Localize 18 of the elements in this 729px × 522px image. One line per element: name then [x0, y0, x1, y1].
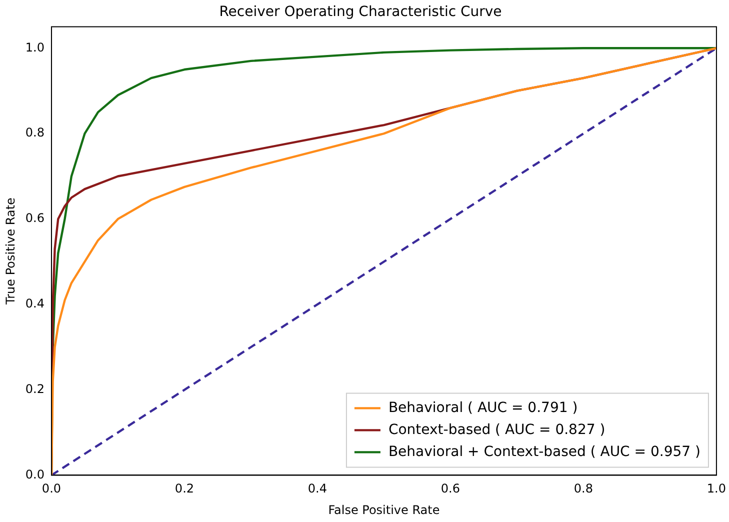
x-tick-label: 0.0 [42, 482, 62, 496]
x-tick-label: 0.4 [308, 482, 328, 496]
y-axis-title: True Positive Rate [3, 198, 18, 306]
x-tick-label: 1.0 [706, 482, 726, 496]
chart-title: Receiver Operating Characteristic Curve [219, 4, 502, 20]
x-tick-label: 0.2 [174, 482, 194, 496]
y-tick-label: 0.8 [25, 126, 44, 140]
y-tick-label: 1.0 [25, 40, 44, 54]
y-tick-label: 0.2 [25, 382, 44, 396]
x-tick-label: 0.6 [440, 482, 460, 496]
y-tick-label: 0.4 [25, 296, 44, 311]
y-tick-label: 0.0 [25, 467, 44, 482]
x-tick-label: 0.8 [574, 482, 594, 496]
x-axis-title: False Positive Rate [328, 502, 440, 517]
legend-label: Behavioral ( AUC = 0.791 ) [388, 400, 578, 416]
legend-label: Context-based ( AUC = 0.827 ) [388, 422, 606, 438]
y-tick-label: 0.6 [25, 211, 44, 226]
legend-label: Behavioral + Context-based ( AUC = 0.957 ) [388, 444, 700, 460]
